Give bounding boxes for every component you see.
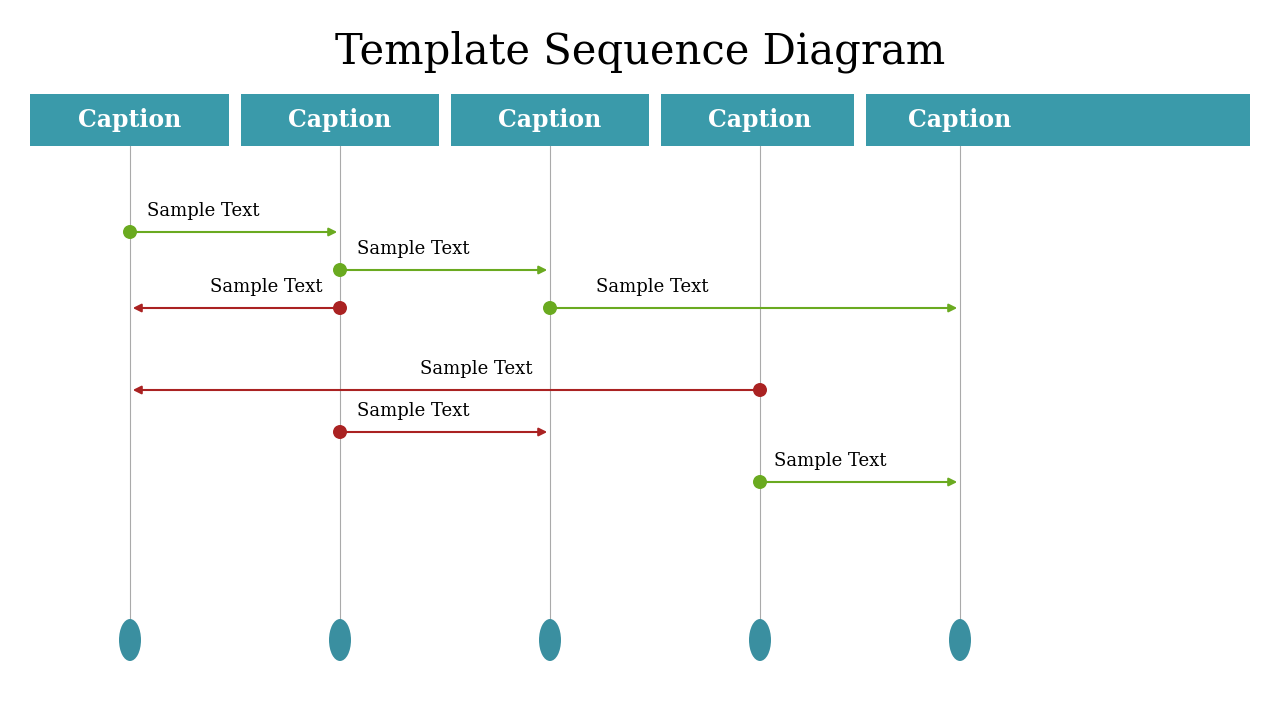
- Text: Caption: Caption: [708, 108, 812, 132]
- Ellipse shape: [948, 619, 972, 661]
- Ellipse shape: [333, 301, 347, 315]
- Text: Sample Text: Sample Text: [596, 278, 709, 296]
- Ellipse shape: [333, 425, 347, 439]
- Ellipse shape: [123, 225, 137, 239]
- Ellipse shape: [119, 619, 141, 661]
- Ellipse shape: [753, 475, 767, 489]
- Bar: [29, 94, 229, 146]
- Text: Caption: Caption: [78, 108, 182, 132]
- Bar: [241, 94, 439, 146]
- Ellipse shape: [329, 619, 351, 661]
- Text: Sample Text: Sample Text: [773, 452, 886, 470]
- Bar: [867, 94, 1251, 146]
- Ellipse shape: [753, 383, 767, 397]
- Ellipse shape: [333, 263, 347, 277]
- Text: Sample Text: Sample Text: [210, 278, 323, 296]
- Bar: [451, 94, 649, 146]
- Text: Caption: Caption: [498, 108, 602, 132]
- Ellipse shape: [539, 619, 561, 661]
- Ellipse shape: [749, 619, 771, 661]
- Text: Sample Text: Sample Text: [357, 402, 470, 420]
- Ellipse shape: [543, 301, 557, 315]
- Text: Caption: Caption: [288, 108, 392, 132]
- Text: Sample Text: Sample Text: [357, 240, 470, 258]
- Bar: [660, 94, 854, 146]
- Text: Sample Text: Sample Text: [420, 360, 532, 378]
- Text: Template Sequence Diagram: Template Sequence Diagram: [335, 31, 945, 73]
- Text: Sample Text: Sample Text: [147, 202, 260, 220]
- Text: Caption: Caption: [909, 108, 1011, 132]
